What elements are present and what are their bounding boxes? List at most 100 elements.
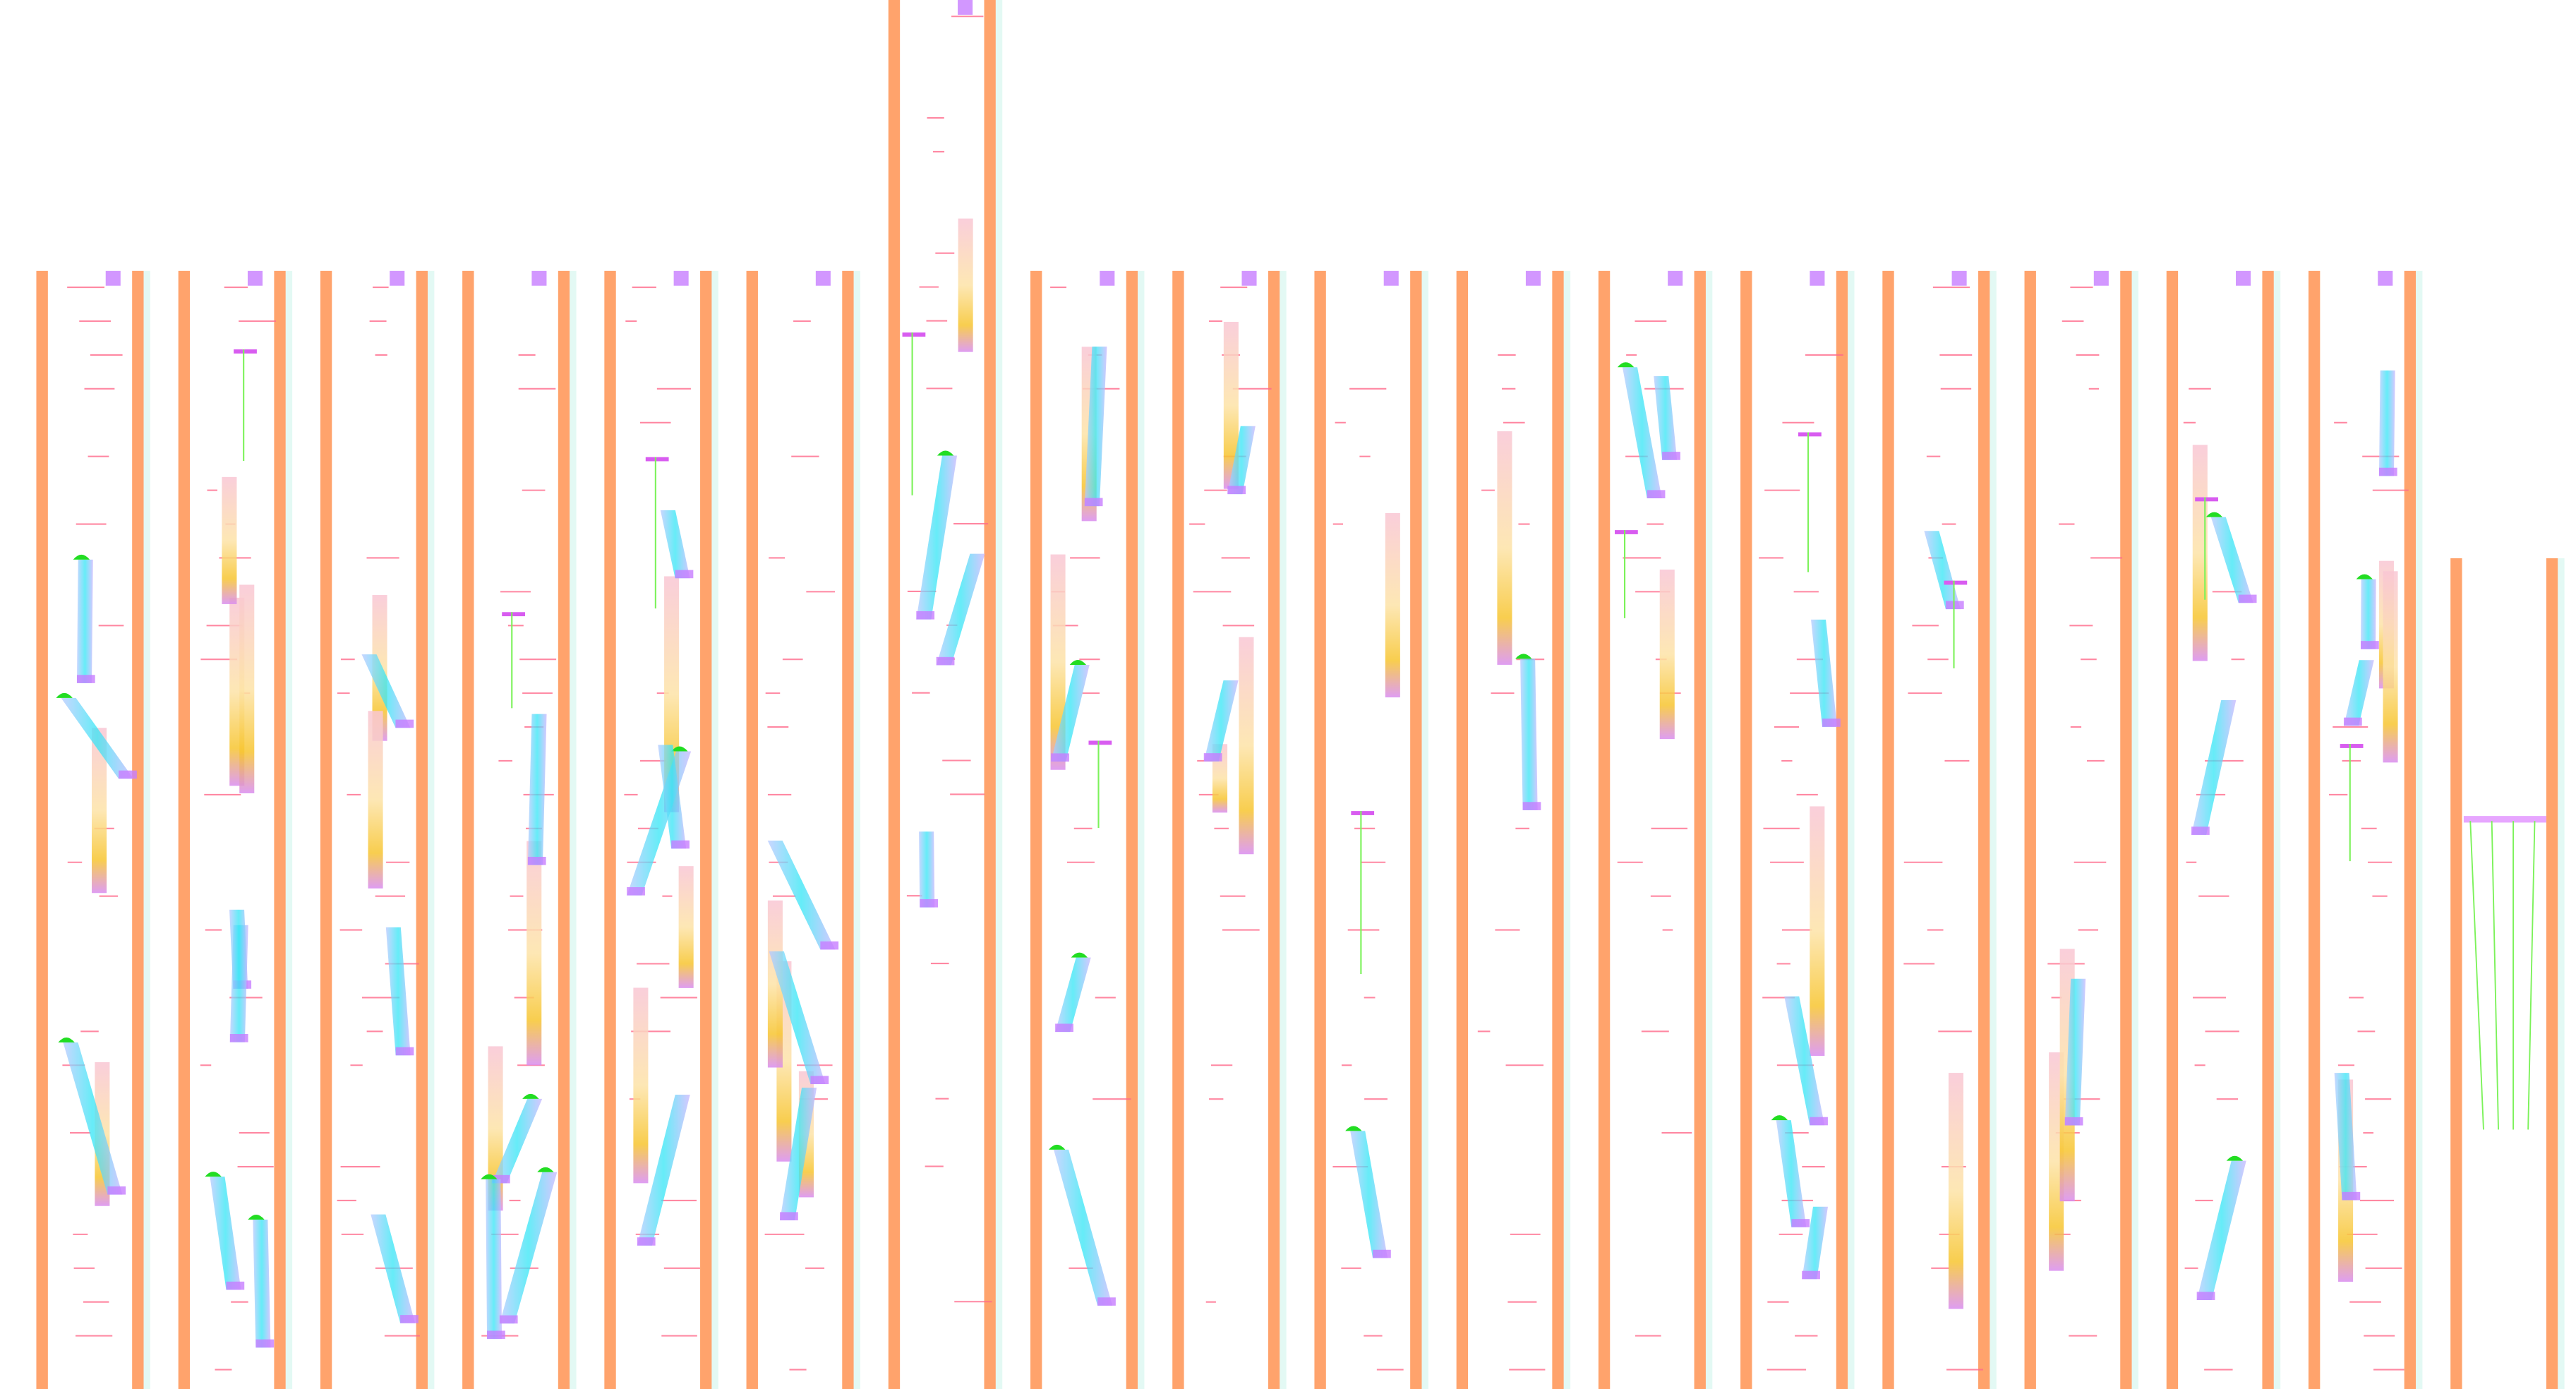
- bracket: [645, 457, 669, 462]
- ribbon-end: [820, 941, 839, 950]
- ribbon: [486, 1179, 502, 1340]
- rail-left: [1456, 270, 1469, 1389]
- top-cap: [2236, 270, 2251, 286]
- ribbon-end: [76, 675, 95, 683]
- rail-edge: [1421, 270, 1428, 1389]
- ribbon-end: [2191, 826, 2210, 835]
- rail-edge: [1990, 270, 1997, 1389]
- rail-left: [746, 270, 758, 1389]
- rail-edge: [2273, 270, 2281, 1389]
- marker: [56, 692, 73, 698]
- rail-right: [2262, 270, 2274, 1389]
- rail-edge: [1138, 270, 1145, 1389]
- rail-right: [1552, 270, 1564, 1389]
- rail-left: [604, 270, 616, 1389]
- ribbon: [1776, 1120, 1807, 1227]
- ribbon-end: [527, 856, 546, 865]
- ribbon-end: [1373, 1249, 1391, 1258]
- top-cap: [1100, 270, 1115, 286]
- ribbon-end: [920, 898, 938, 908]
- ribbon: [919, 831, 935, 908]
- ribbon: [76, 559, 93, 683]
- column: [1030, 270, 1145, 1389]
- rail-right: [416, 270, 428, 1389]
- ribbon-end: [2343, 717, 2362, 726]
- rail-right: [1126, 270, 1138, 1389]
- ribbon: [361, 654, 411, 728]
- marker: [1071, 952, 1088, 958]
- rail-right: [1268, 270, 1280, 1389]
- top-cap: [1951, 270, 1967, 286]
- column: [1456, 270, 1571, 1389]
- rail-right: [1694, 270, 1706, 1389]
- rail-left: [320, 270, 332, 1389]
- flow-bar: [1223, 321, 1239, 489]
- rail-right: [700, 270, 712, 1389]
- ribbon: [2343, 660, 2374, 726]
- rail-edge: [285, 270, 293, 1389]
- ribbon: [660, 510, 690, 579]
- ribbon: [229, 925, 248, 1042]
- column: [320, 270, 435, 1389]
- ribbon: [2064, 978, 2086, 1126]
- top-cap: [958, 0, 973, 15]
- ribbon: [1520, 659, 1538, 810]
- marker: [1515, 654, 1532, 659]
- column: [888, 0, 1003, 1389]
- ribbon: [527, 714, 547, 865]
- column: [746, 270, 861, 1389]
- flow-bar: [633, 987, 649, 1184]
- bracket: [2195, 497, 2218, 502]
- bracket: [234, 349, 257, 354]
- rail-right: [558, 270, 570, 1389]
- ribbon: [2196, 1160, 2246, 1300]
- bracket: [902, 332, 926, 337]
- ribbon: [499, 1172, 558, 1324]
- column: [1740, 270, 1855, 1389]
- ribbon: [2210, 517, 2253, 603]
- rail-right: [1978, 270, 1990, 1389]
- bracket: [1088, 740, 1112, 745]
- ribbon-end: [499, 1315, 518, 1324]
- flow-bar: [1810, 806, 1825, 1056]
- ribbon-end: [1662, 452, 1680, 460]
- column: [1882, 270, 1997, 1389]
- ribbon-end: [916, 611, 935, 620]
- ribbon-end: [255, 1339, 275, 1348]
- top-cap: [2378, 270, 2393, 286]
- rail-edge: [995, 0, 1003, 1389]
- ribbon: [1654, 376, 1678, 460]
- column: [178, 270, 293, 1389]
- flow-bar: [767, 900, 783, 1068]
- ribbon-end: [637, 1237, 656, 1246]
- rail-right: [132, 270, 144, 1389]
- top-cap: [390, 270, 405, 286]
- ribbon-end: [1055, 1023, 1073, 1033]
- rail-right: [2120, 270, 2132, 1389]
- marker: [937, 450, 954, 456]
- ribbon: [2360, 579, 2376, 649]
- rail-edge: [1563, 270, 1571, 1389]
- ribbon: [1084, 347, 1107, 507]
- ribbon: [1622, 367, 1662, 499]
- column: [1172, 270, 1287, 1389]
- ribbon: [767, 841, 836, 950]
- flow-bar: [239, 584, 255, 793]
- ribbon: [1055, 957, 1091, 1033]
- bracket: [1351, 811, 1375, 815]
- top-cap: [673, 270, 689, 286]
- column: [2166, 270, 2281, 1389]
- marker: [248, 1215, 265, 1220]
- flow-bar: [1497, 431, 1512, 665]
- ribbon-end: [675, 570, 694, 579]
- column: [1598, 270, 1713, 1389]
- ribbon: [2191, 700, 2237, 835]
- flow-bar: [1050, 554, 1066, 770]
- rail-right: [1410, 270, 1422, 1389]
- top-cap: [247, 270, 263, 286]
- marker: [2356, 574, 2373, 579]
- ribbon-end: [119, 770, 137, 779]
- rail-left: [462, 270, 474, 1389]
- ribbon: [210, 1177, 241, 1290]
